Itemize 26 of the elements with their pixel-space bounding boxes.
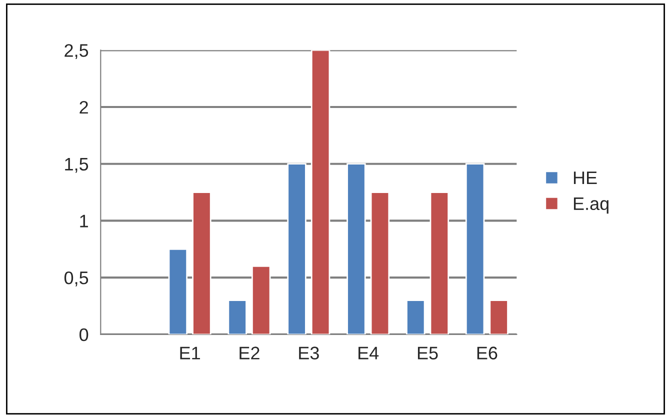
x-tick-label: E4 [358,346,379,360]
y-tick-label: 1,5 [65,158,88,173]
legend-label: HE [574,172,597,184]
y-tick-label: 2 [80,100,88,114]
bar [465,163,485,334]
x-tick-label: E3 [299,346,319,360]
bar [168,248,188,334]
bar [430,192,450,334]
bar [310,50,330,334]
x-tick-label: E1 [180,346,200,360]
bar [252,265,271,334]
y-tick-label: 1 [80,214,88,228]
x-tick-label: E2 [240,346,260,360]
x-tick-label: E5 [418,346,438,360]
bar [192,192,212,334]
bar [406,300,426,334]
bar [228,300,247,334]
y-tick-label: 0,5 [64,271,88,286]
bar [346,163,366,334]
bar [287,163,306,334]
y-tick-label: 0 [80,328,88,342]
y-tick-label: 2,5 [64,44,88,60]
bar [489,300,508,334]
x-tick-label: E6 [477,346,498,360]
legend-label: E.aq [574,197,608,214]
bar [370,192,390,334]
